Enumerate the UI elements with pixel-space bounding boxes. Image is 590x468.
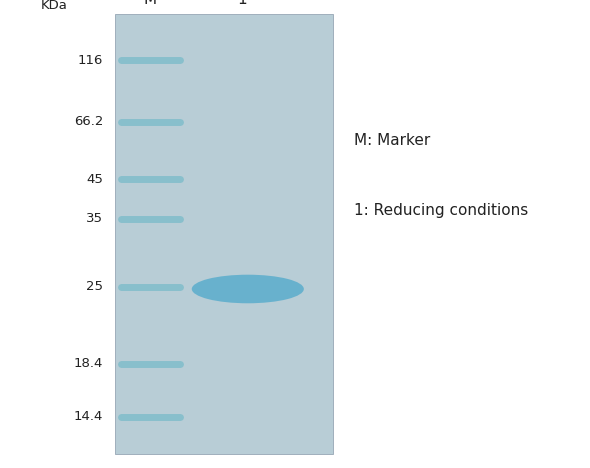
Text: 45: 45 (86, 173, 103, 185)
Text: 14.4: 14.4 (74, 410, 103, 423)
Text: 66.2: 66.2 (74, 115, 103, 128)
Ellipse shape (192, 275, 304, 303)
Text: 1: 1 (237, 0, 247, 7)
Text: KDa: KDa (41, 0, 68, 12)
Text: 25: 25 (86, 280, 103, 293)
Text: 35: 35 (86, 212, 103, 225)
Text: 18.4: 18.4 (74, 357, 103, 370)
Text: M: M (144, 0, 157, 7)
Bar (115, 14, 333, 454)
Text: 1: Reducing conditions: 1: Reducing conditions (354, 203, 528, 218)
Text: M: Marker: M: Marker (354, 133, 430, 148)
Text: 116: 116 (78, 54, 103, 67)
